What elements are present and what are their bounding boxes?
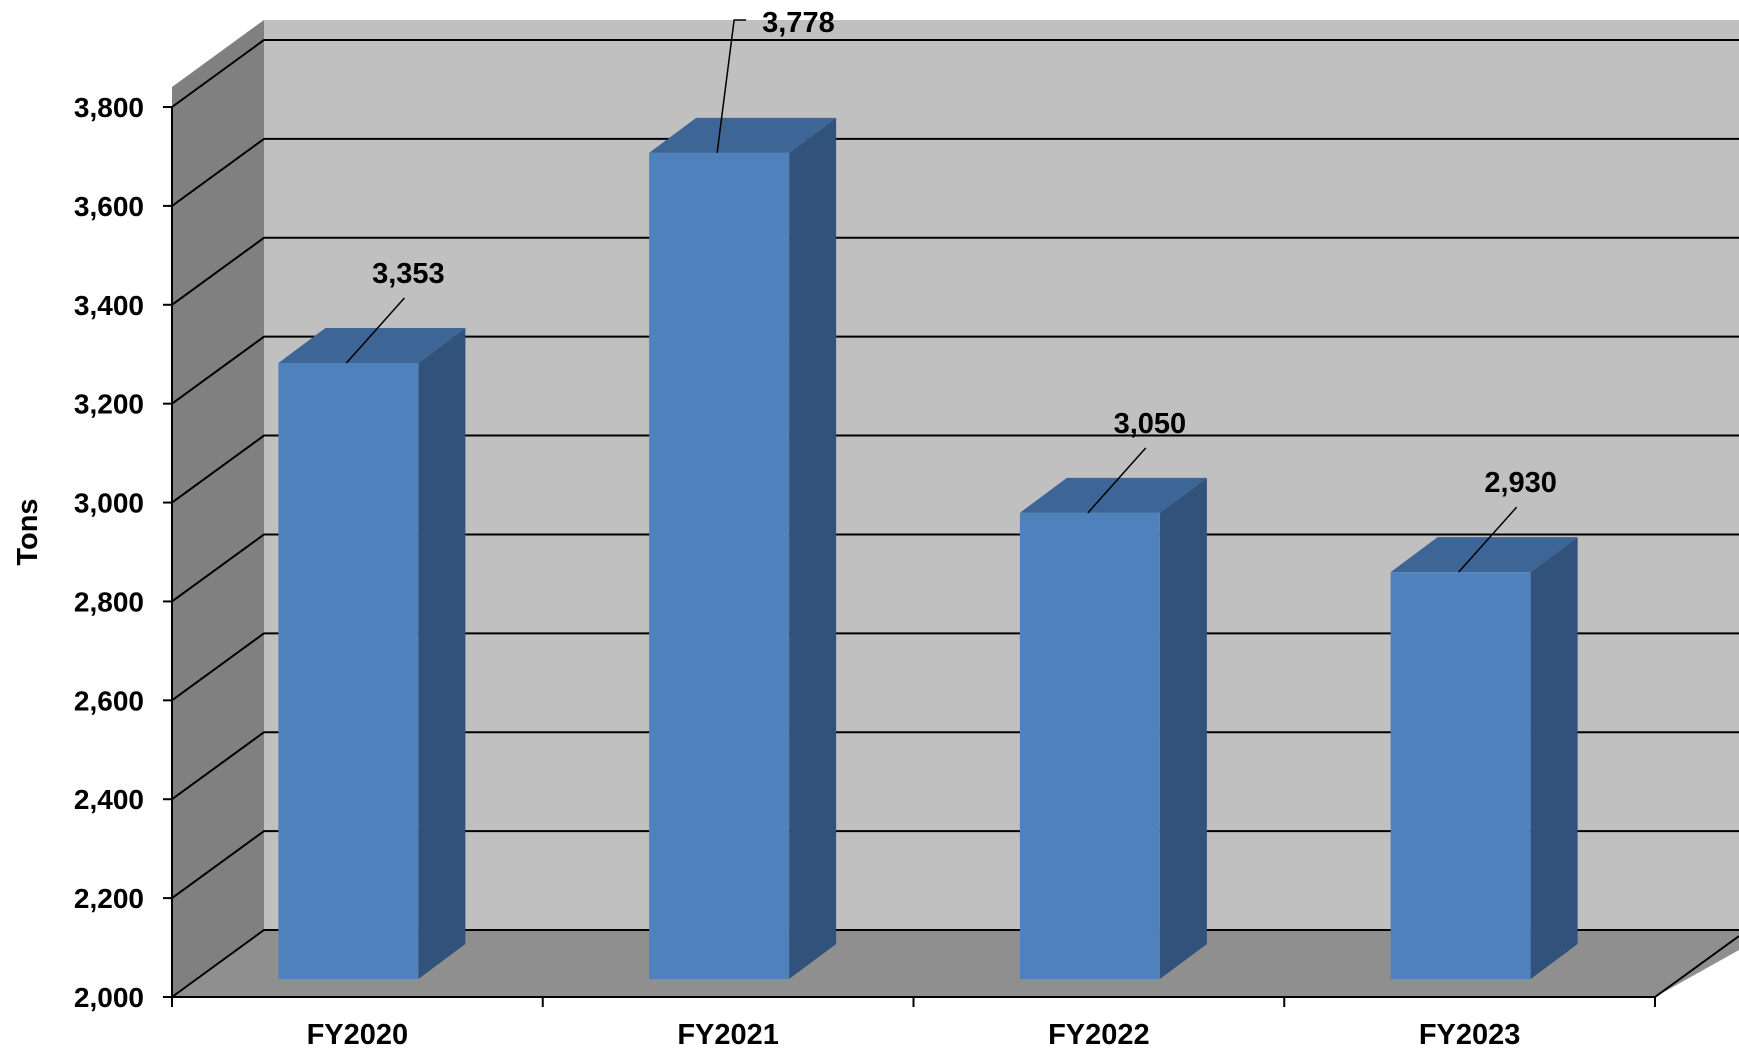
gridline	[171, 533, 1739, 603]
bar-top	[649, 117, 837, 153]
y-tick-label: 2,800	[74, 586, 144, 617]
data-label: 2,930	[1484, 467, 1557, 499]
data-labels: 3,353 3,778 3,050 2,930	[345, 7, 1557, 573]
bar-side	[418, 328, 466, 979]
gridline	[171, 929, 1739, 998]
bar-side	[1530, 537, 1578, 979]
bar-front	[278, 363, 419, 979]
data-label: 3,353	[372, 258, 445, 290]
side-wall	[172, 20, 264, 997]
gridline	[171, 830, 1739, 899]
leader-line	[716, 19, 747, 153]
gridline	[171, 434, 1739, 504]
gridline	[171, 632, 1739, 702]
x-tick-label: FY2023	[1419, 1019, 1521, 1051]
bar-FY2020	[278, 328, 466, 979]
bar-FY2021	[649, 117, 837, 979]
y-tick-label: 3,600	[74, 191, 144, 222]
y-tick-label: 3,200	[74, 389, 144, 420]
bar-FY2022	[1019, 477, 1207, 979]
y-axis-tick-labels: 2,000 2,200 2,400 2,600 2,800 3,000 3,200 3,400…	[74, 92, 172, 1013]
back-wall	[264, 20, 1739, 930]
bar-front	[1019, 512, 1160, 979]
y-tick-label: 3,000	[74, 488, 144, 519]
x-tick-label: FY2022	[1048, 1019, 1150, 1051]
gridline	[171, 137, 1739, 207]
y-tick-label: 3,800	[74, 92, 144, 123]
gridline	[171, 236, 1739, 306]
bars	[278, 117, 1578, 979]
y-axis-label: Tons	[12, 498, 44, 565]
leader-line	[1458, 506, 1518, 573]
bar-front	[1390, 572, 1531, 979]
leader-line	[345, 297, 405, 364]
bar-top	[1019, 477, 1207, 513]
data-label: 3,050	[1114, 408, 1187, 440]
y-tick-label: 2,600	[74, 685, 144, 716]
bar-side	[1159, 477, 1207, 979]
x-axis-tick-labels: FY2020 FY2021 FY2022 FY2023	[171, 997, 1656, 1051]
y-tick-label: 2,000	[74, 982, 144, 1013]
x-tick-label: FY2021	[677, 1019, 779, 1051]
bar-FY2023	[1390, 537, 1578, 979]
y-tick-label: 3,400	[74, 290, 144, 321]
data-label: 3,778	[762, 7, 835, 39]
leader-line	[1087, 447, 1147, 514]
gridlines	[171, 39, 1739, 998]
bar-top	[278, 328, 466, 364]
bar-top	[1390, 537, 1578, 573]
bar-side	[789, 117, 837, 979]
y-tick-label: 2,400	[74, 784, 144, 815]
gridline	[171, 731, 1739, 801]
bar-front	[649, 152, 790, 979]
gridline	[171, 335, 1739, 405]
x-tick-label: FY2020	[307, 1019, 409, 1051]
floor	[172, 930, 1739, 997]
gridline	[171, 39, 1739, 108]
y-tick-label: 2,200	[74, 883, 144, 914]
